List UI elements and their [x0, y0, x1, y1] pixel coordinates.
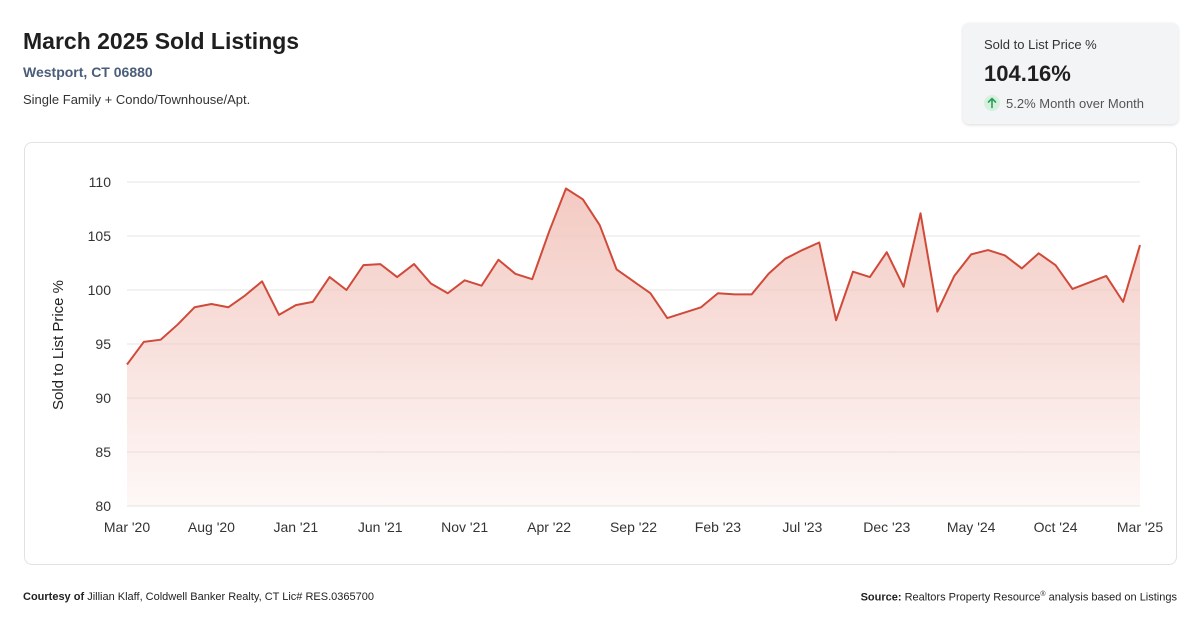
kpi-value: 104.16% — [984, 61, 1071, 86]
x-tick-label: Jun '21 — [358, 519, 403, 535]
x-tick-label: Sep '22 — [610, 519, 657, 535]
x-tick-label: Mar '20 — [104, 519, 150, 535]
location-subtitle: Westport, CT 06880 — [23, 64, 153, 80]
area-fill — [127, 188, 1140, 507]
source-text: Realtors Property Resource — [904, 591, 1041, 604]
x-tick-label: Jan '21 — [273, 519, 318, 535]
page-title: March 2025 Sold Listings — [23, 28, 300, 54]
x-tick-label: Jul '23 — [782, 519, 822, 535]
x-tick-label: Nov '21 — [441, 519, 488, 535]
x-tick-label: Apr '22 — [527, 519, 571, 535]
kpi-change-text: 5.2% Month over Month — [1006, 95, 1145, 111]
source-label: Source: — [860, 591, 902, 604]
y-tick-label: 95 — [95, 336, 111, 352]
y-axis-title: Sold to List Price % — [50, 280, 67, 410]
courtesy-footer: Courtesy of Jillian Klaff, Coldwell Bank… — [23, 591, 374, 603]
x-tick-label: Feb '23 — [695, 519, 741, 535]
chart-card: 80 85 90 95 100 105 110 Mar '20 Aug '20 Jan '21 J… — [24, 142, 1177, 565]
line-chart: 80 85 90 95 100 105 110 Mar '20 Aug '20 Jan '21 J… — [50, 174, 1163, 535]
x-tick-label: Oct '24 — [1034, 519, 1078, 535]
series-line — [126, 187, 1141, 366]
x-tick-label: May '24 — [947, 519, 996, 535]
arrow-up-icon — [984, 95, 1000, 111]
x-tick-label: Mar '25 — [1117, 519, 1163, 535]
source-footer: Source: Realtors Property Resource® anal… — [861, 591, 1177, 604]
courtesy-text: Jillian Klaff, Coldwell Banker Realty, C… — [87, 591, 374, 603]
registered-mark: ® — [1040, 591, 1046, 598]
kpi-label: Sold to List Price % — [984, 37, 1097, 52]
source-text-2: analysis based on Listings — [1048, 591, 1177, 604]
kpi-card: Sold to List Price % 104.16% 5.2% Month … — [963, 23, 1178, 124]
y-tick-label: 80 — [95, 498, 111, 514]
property-types: Single Family + Condo/Townhouse/Apt. — [23, 92, 251, 107]
x-tick-label: Aug '20 — [188, 519, 235, 535]
y-tick-label: 100 — [88, 282, 112, 298]
kpi-change: 5.2% Month over Month — [984, 95, 1178, 111]
y-tick-label: 85 — [95, 444, 111, 460]
courtesy-label: Courtesy of — [23, 591, 85, 603]
y-tick-label: 90 — [95, 390, 111, 406]
x-tick-label: Dec '23 — [863, 519, 910, 535]
y-tick-label: 110 — [89, 174, 112, 190]
y-tick-label: 105 — [88, 228, 112, 244]
